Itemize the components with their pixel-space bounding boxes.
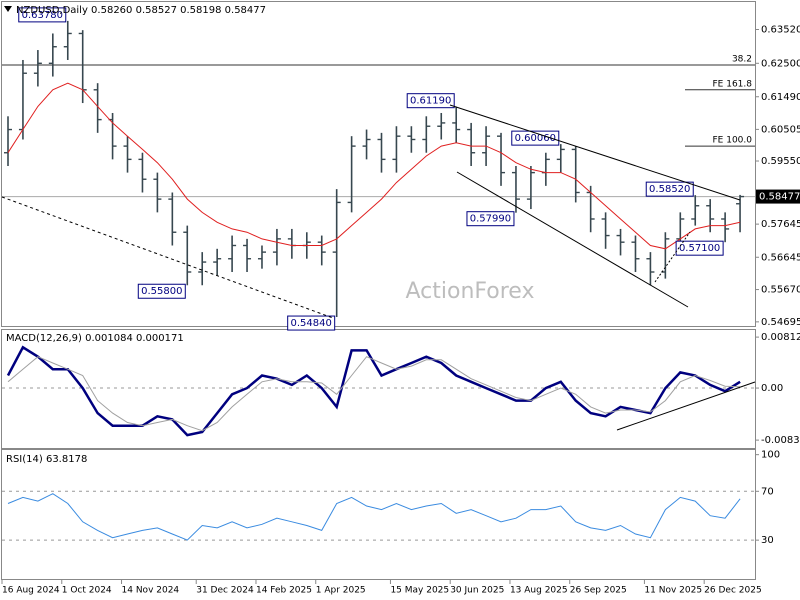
macd-title: MACD(12,26,9) 0.001084 0.000171: [6, 333, 184, 344]
y-tick-label: 30: [761, 535, 774, 546]
y-tick-label: 0.54695: [761, 317, 800, 328]
y-tick-label: 0.56645: [761, 252, 800, 263]
price-panel: [1, 1, 756, 327]
annotation-box: [466, 211, 515, 227]
macd-panel: [1, 329, 756, 449]
x-tick-label: 26 Sep 2025: [570, 586, 627, 596]
last-price-box: [756, 189, 800, 204]
annotation-box: [645, 181, 694, 197]
y-tick-label: 0.62500: [761, 58, 800, 69]
y-tick-label: 0.63520: [761, 25, 800, 36]
last-price-label: 0.58477: [759, 192, 800, 203]
moving-average: [7, 82, 741, 250]
rsi-title: RSI(14) 63.8178: [6, 454, 87, 465]
macd-trend-line: [616, 381, 756, 431]
x-tick-label: 1 Oct 2024: [62, 586, 112, 596]
level-label: FE 161.8: [713, 79, 753, 89]
y-tick-label: 0.55670: [761, 285, 800, 296]
annotation-label: 0.60060: [515, 133, 556, 144]
annotation-box: [18, 7, 67, 23]
annotation-box: [511, 130, 560, 146]
x-tick-label: 31 Dec 2024: [196, 586, 254, 596]
series-line: [7, 356, 741, 432]
annotation-box: [137, 283, 186, 299]
annotation-label: 0.57100: [679, 243, 720, 254]
rsi-panel: [1, 449, 756, 580]
series-line: [6, 345, 741, 437]
y-tick-label: 70: [761, 486, 774, 497]
x-tick-label: 16 Aug 2024: [2, 586, 60, 596]
y-tick-label: 0.008126: [761, 332, 800, 343]
annotation-label: 0.57990: [470, 214, 511, 225]
x-tick-label: 13 Aug 2025: [510, 586, 568, 596]
y-tick-label: 0.57645: [761, 219, 800, 230]
level-label: 38.2: [732, 54, 752, 64]
annotation-label: 0.63780: [22, 10, 63, 21]
channel-line: [456, 171, 689, 308]
annotation-box: [406, 93, 455, 109]
y-tick-label: 100: [761, 450, 780, 461]
series-line: [7, 493, 741, 541]
trend-line: [1, 196, 334, 319]
y-tick-label: 0.61490: [761, 92, 800, 103]
annotation-box: [287, 315, 336, 331]
x-tick-label: 1 Apr 2025: [316, 586, 366, 596]
x-tick-label: 14 Feb 2025: [256, 586, 312, 596]
y-tick-label: 0.59550: [761, 156, 800, 167]
annotation-box: [675, 240, 724, 256]
x-tick-label: 14 Nov 2024: [122, 586, 180, 596]
y-tick-label: -0.008301: [761, 435, 800, 446]
x-tick-label: 15 May 2025: [390, 586, 449, 596]
layers: 0.63520 0.62500 0.61490 0.60505 0.59550 0.576…: [1, 7, 800, 596]
annotation-label: 0.55800: [141, 286, 182, 297]
level-label: FE 100.0: [713, 136, 753, 146]
x-tick-label: 30 Jun 2025: [450, 586, 504, 596]
y-tick-label: 0.00: [761, 383, 783, 394]
chart-title: NZDUSD,Daily 0.58260 0.58527 0.58198 0.5…: [16, 5, 266, 16]
x-tick-label: 11 Nov 2025: [644, 586, 702, 596]
channel-line: [449, 104, 741, 201]
annotation-label: 0.58520: [649, 184, 690, 195]
annotation-label: 0.54840: [291, 318, 332, 329]
y-tick-label: 0.60505: [761, 124, 800, 135]
menu-icon: [4, 6, 12, 12]
watermark: ActionForex: [406, 279, 535, 304]
x-tick-label: 26 Dec 2025: [704, 586, 762, 596]
annotation-label: 0.61190: [410, 96, 451, 107]
